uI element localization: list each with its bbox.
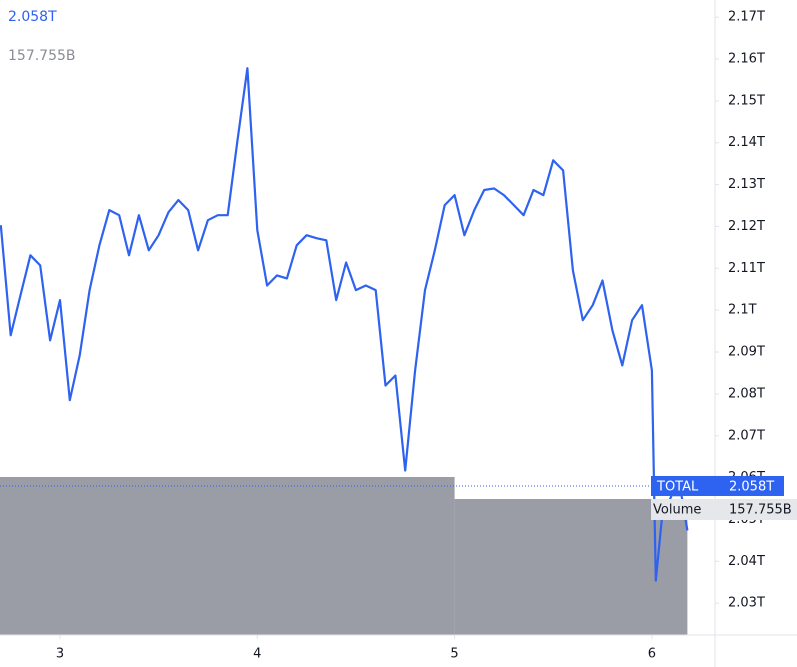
y-tick-label: 2.16T [728,52,765,67]
header-volume: 157.755B [8,48,76,64]
volume-value-box [651,498,797,520]
y-tick-label: 2.09T [728,345,765,360]
y-tick-label: 2.12T [728,219,765,234]
volume-value-label: 157.755B [729,502,792,517]
x-tick-label: 6 [648,647,656,662]
y-tick-label: 2.15T [728,93,765,108]
last-value-name: TOTAL [656,479,699,494]
price-line [0,67,689,582]
y-tick-label: 2.14T [728,135,765,150]
last-value-label: 2.058T [729,479,774,494]
y-tick-label: 2.11T [728,261,765,276]
y-tick-label: 2.1T [728,303,757,318]
x-tick-label: 3 [56,647,64,662]
last-value-box [651,475,784,496]
y-tick-label: 2.07T [728,428,765,443]
volume-value-name: Volume [653,502,701,517]
volume-bar [454,499,688,635]
y-tick-label: 2.08T [728,386,765,401]
x-tick-label: 5 [450,647,458,662]
plot-area: 2.03T2.04T2.05T2.06T2.07T2.08T2.09T2.1T2… [0,10,765,662]
y-tick-label: 2.13T [728,177,765,192]
y-tick-label: 2.17T [728,10,765,25]
volume-bar [0,476,455,635]
header-last-value: 2.058T [8,9,57,25]
y-tick-label: 2.03T [728,596,765,611]
y-tick-label: 2.04T [728,554,765,569]
overlay: 2.058T 157.755B TOTAL 2.058T Volume 157.755… [8,9,797,520]
x-tick-label: 4 [253,647,261,662]
